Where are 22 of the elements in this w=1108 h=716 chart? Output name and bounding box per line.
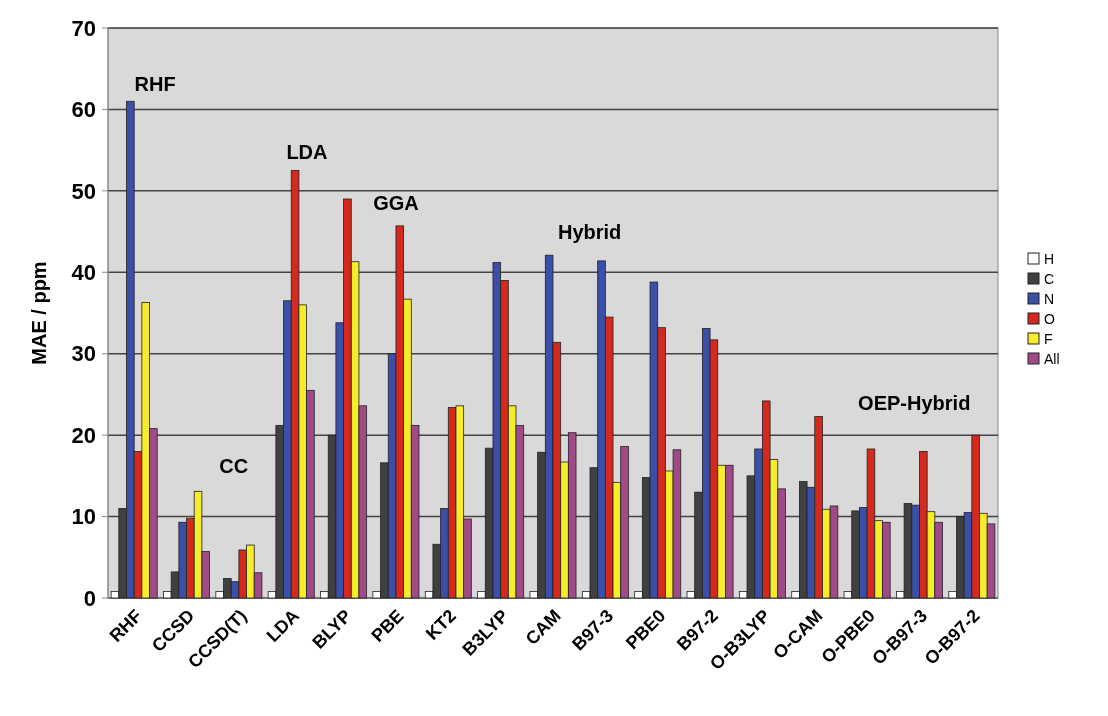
annotation: OEP-Hybrid [858, 391, 971, 414]
legend-label: H [1044, 250, 1055, 267]
y-tick-label: 70 [71, 15, 96, 41]
annotation: Hybrid [557, 220, 622, 243]
legend-label: O [1044, 310, 1055, 327]
y-tick-label: 50 [71, 178, 96, 204]
y-tick-label: 40 [71, 259, 96, 285]
y-tick-label: 10 [71, 504, 96, 530]
legend-label: All [1044, 350, 1060, 367]
annotation: CC [219, 454, 249, 477]
legend-label: F [1044, 330, 1053, 347]
y-tick-label: 0 [83, 585, 96, 611]
annotation: GGA [373, 192, 419, 215]
legend-label: N [1044, 290, 1055, 307]
y-tick-label: 60 [71, 97, 96, 123]
annotation: RHF [134, 72, 176, 95]
annotation: LDA [286, 141, 328, 164]
y-tick-label: 20 [71, 422, 96, 448]
y-tick-label: 30 [71, 341, 96, 367]
x-tick-label: KT2 [421, 605, 461, 644]
legend-label: C [1044, 270, 1055, 287]
y-axis-title: MAE / ppm [28, 261, 50, 365]
